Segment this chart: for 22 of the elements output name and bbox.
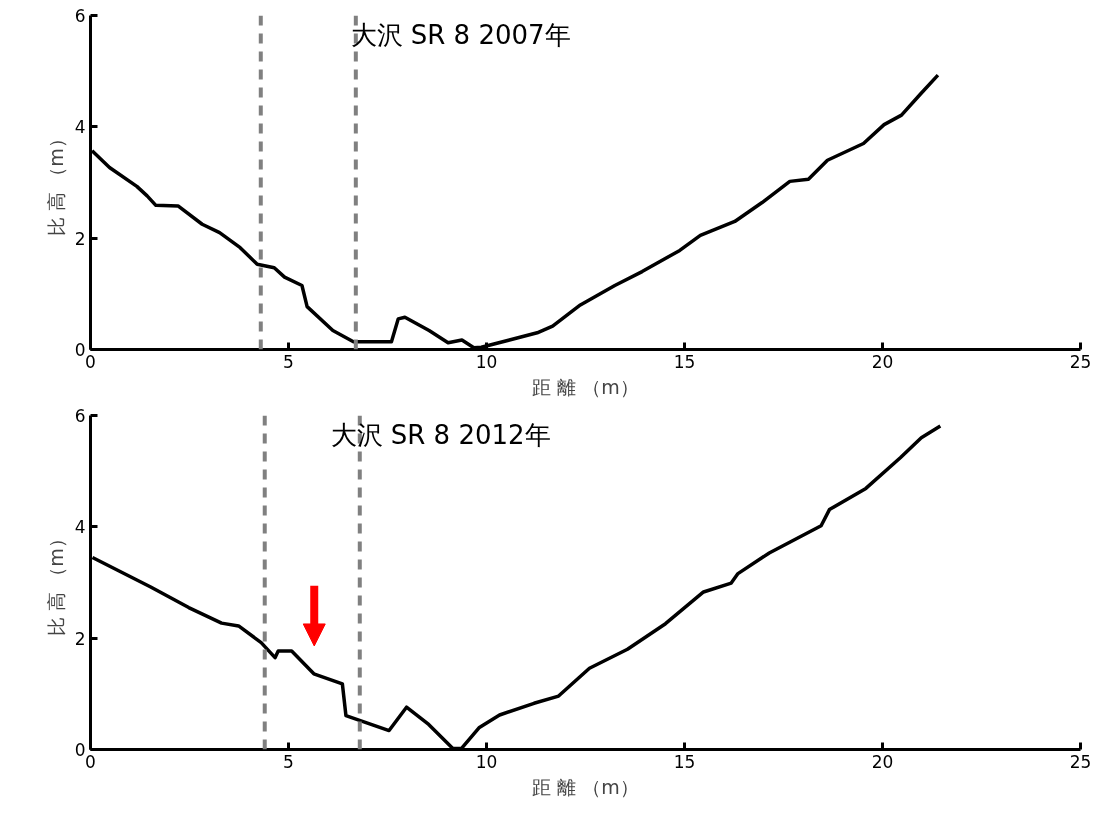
x-tick-label: 25 xyxy=(1069,751,1092,772)
chart-title: 大沢 SR 8 2007年 xyxy=(350,19,571,50)
y-axis-title: 比 高 （m） xyxy=(44,129,67,236)
x-axis-title: 距 離 （m） xyxy=(532,375,639,398)
x-tick-label: 15 xyxy=(673,751,696,772)
x-tick-label: 15 xyxy=(673,351,696,372)
y-axis-title: 比 高 （m） xyxy=(44,529,67,636)
y-tick-label: 2 xyxy=(74,628,86,649)
x-axis-title: 距 離 （m） xyxy=(532,775,639,798)
x-tick-label: 5 xyxy=(283,751,294,772)
x-tick-label: 20 xyxy=(871,351,894,372)
y-tick-label: 2 xyxy=(74,228,86,249)
y-tick-label: 6 xyxy=(74,406,86,426)
x-tick-label: 25 xyxy=(1069,351,1092,372)
chart-title: 大沢 SR 8 2012年 xyxy=(330,419,551,450)
y-tick-label: 4 xyxy=(74,517,86,538)
x-tick-label: 10 xyxy=(475,751,498,772)
x-tick-label: 20 xyxy=(871,751,894,772)
x-tick-label: 10 xyxy=(475,351,498,372)
x-tick-label: 5 xyxy=(283,351,294,372)
y-tick-label: 6 xyxy=(74,6,86,26)
y-tick-label: 4 xyxy=(74,117,86,138)
